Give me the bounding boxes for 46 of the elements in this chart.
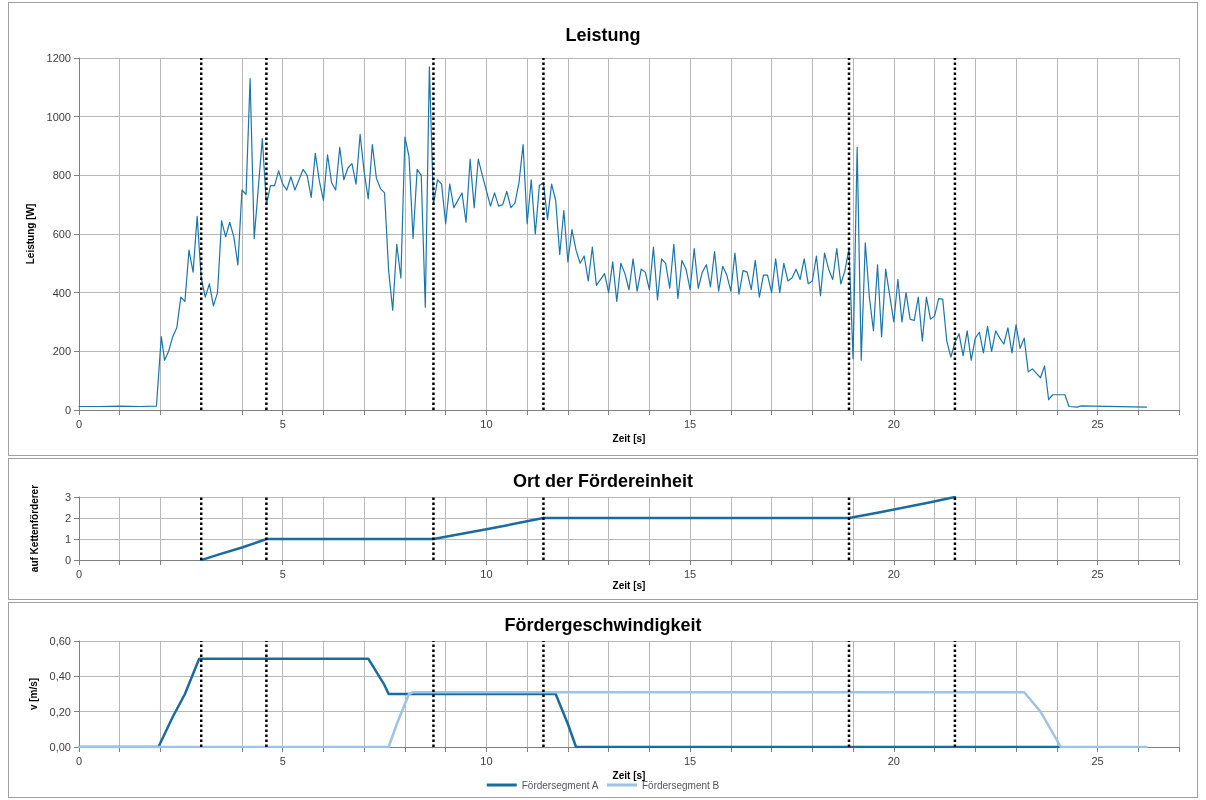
x-tick-label: 5 [279, 567, 286, 580]
x-axis-title: Zeit [s] [612, 433, 646, 445]
x-tick-label: 0 [75, 754, 83, 767]
y-tick-label: 0,40 [49, 670, 71, 683]
y-axis-title: v [m/s] [28, 677, 40, 711]
x-tick-label: 5 [279, 754, 286, 767]
x-tick-label: 20 [887, 754, 900, 767]
legend-label: Fördersegment A [521, 779, 599, 791]
x-axis-title: Zeit [s] [612, 770, 646, 782]
x-axis-title: Zeit [s] [612, 579, 646, 591]
x-tick-label: 15 [683, 417, 697, 430]
y-tick-label: 2 [64, 512, 71, 525]
y-axis-title: Leistung [W] [25, 203, 37, 265]
x-tick-label: 10 [480, 754, 493, 767]
x-tick-label: 20 [887, 417, 900, 430]
y-tick-label: 1200 [46, 52, 71, 64]
line-series [78, 66, 1148, 408]
y-tick-label: 0,00 [49, 741, 71, 753]
x-tick-label: 0 [75, 567, 83, 580]
x-tick-label: 15 [683, 567, 697, 580]
y-tick-label: 0,60 [49, 635, 71, 647]
y-tick-label: 200 [52, 345, 71, 358]
y-tick-label: 1000 [46, 110, 71, 123]
x-tick-label: 5 [279, 417, 286, 430]
x-tick-label: 25 [1091, 567, 1104, 580]
y-tick-label: 400 [52, 286, 71, 299]
y-tick-label: 800 [52, 169, 71, 182]
y-axis-title: auf Kettenförderer [28, 484, 40, 573]
chart-title: Fördergeschwindigkeit [504, 615, 702, 635]
y-tick-label: 0 [64, 554, 71, 567]
x-tick-label: 25 [1091, 417, 1104, 430]
x-tick-label: 20 [887, 567, 900, 580]
line-series [199, 495, 957, 562]
line-series [77, 690, 1148, 749]
chart-title: Leistung [565, 25, 641, 45]
chart-title: Ort der Fördereinheit [512, 471, 694, 491]
y-tick-label: 1 [64, 533, 71, 546]
y-tick-label: 600 [52, 228, 71, 240]
y-tick-label: 3 [64, 491, 71, 503]
x-tick-label: 25 [1091, 754, 1104, 767]
x-tick-label: 10 [480, 567, 493, 580]
x-tick-label: 15 [683, 754, 697, 767]
x-tick-label: 0 [75, 417, 83, 430]
y-tick-label: 0,20 [49, 705, 71, 718]
y-tick-label: 0 [64, 404, 71, 416]
x-tick-label: 10 [480, 417, 493, 430]
